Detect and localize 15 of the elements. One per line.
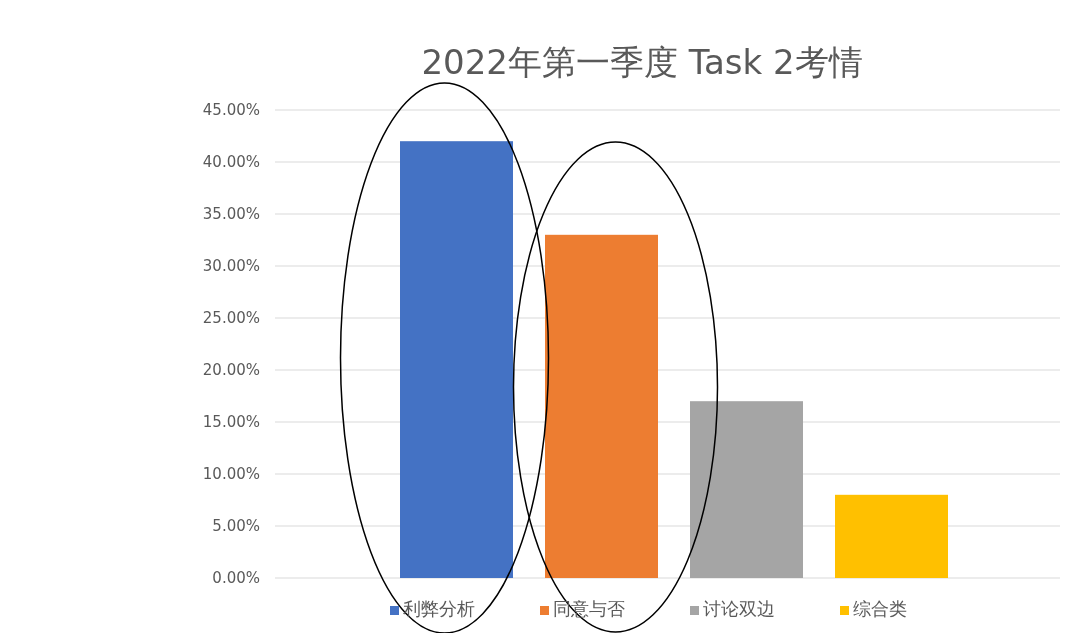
legend-label: 讨论双边 [703, 598, 775, 619]
y-tick-label: 0.00% [212, 569, 260, 587]
legend-label: 同意与否 [553, 598, 625, 619]
y-tick-label: 45.00% [202, 101, 260, 119]
y-tick-label: 10.00% [202, 465, 260, 483]
y-tick-label: 40.00% [202, 153, 260, 171]
chart-title: 2022年第一季度 Task 2考情 [421, 42, 863, 82]
y-tick-label: 25.00% [202, 309, 260, 327]
y-tick-label: 5.00% [212, 517, 260, 535]
legend-label: 利弊分析 [403, 598, 475, 619]
y-tick-label: 15.00% [202, 413, 260, 431]
y-tick-label: 35.00% [202, 205, 260, 223]
legend-label: 综合类 [853, 598, 907, 619]
y-tick-label: 20.00% [202, 361, 260, 379]
y-tick-label: 30.00% [202, 257, 260, 275]
